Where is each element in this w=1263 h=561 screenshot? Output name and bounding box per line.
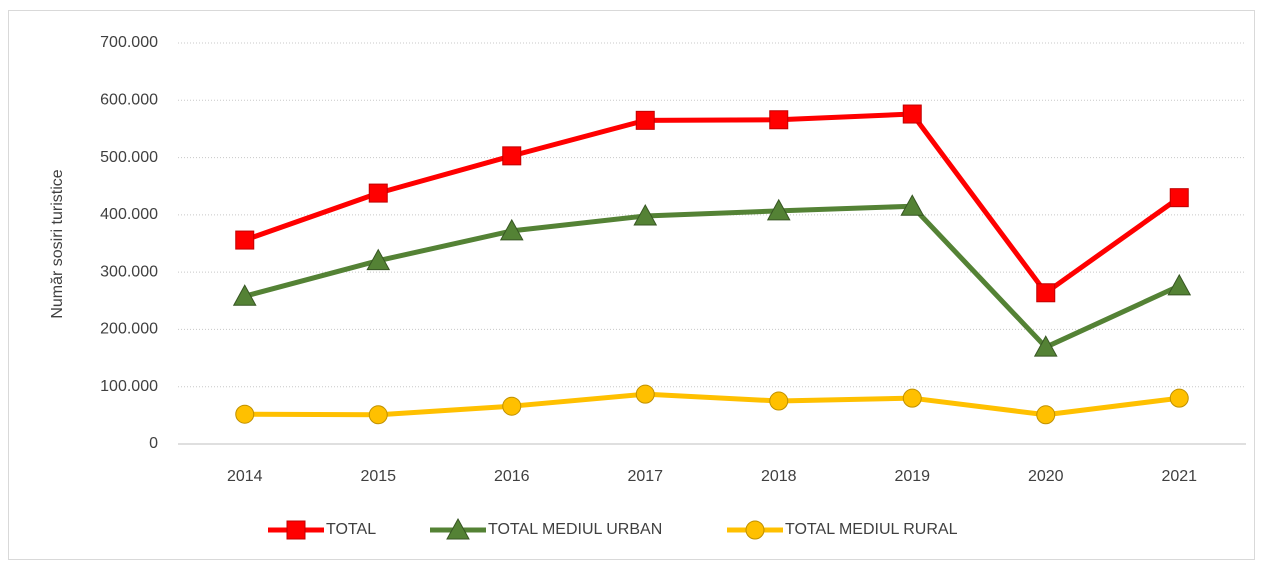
series-line xyxy=(244,203,1181,350)
legend-label: TOTAL MEDIUL URBAN xyxy=(488,521,662,538)
y-tick-label: 400.000 xyxy=(100,206,158,223)
data-point xyxy=(902,104,922,124)
data-point xyxy=(1036,283,1056,303)
data-point xyxy=(1036,405,1056,425)
y-tick-label: 200.000 xyxy=(100,321,158,338)
data-point xyxy=(368,183,388,203)
x-tick-label: 2020 xyxy=(1028,468,1064,485)
x-tick-label: 2015 xyxy=(360,468,396,485)
data-point xyxy=(366,248,391,271)
data-point xyxy=(235,404,255,424)
legend-label: TOTAL MEDIUL RURAL xyxy=(785,521,958,538)
data-point xyxy=(232,284,257,306)
legend-marker xyxy=(745,520,765,540)
data-point xyxy=(1167,273,1192,296)
x-tick-label: 2016 xyxy=(494,468,530,485)
data-point xyxy=(635,384,655,404)
y-tick-label: 300.000 xyxy=(100,263,158,280)
y-tick-label: 600.000 xyxy=(100,92,158,109)
legend-label: TOTAL xyxy=(326,521,376,538)
data-point xyxy=(769,391,789,411)
legend-marker xyxy=(286,520,306,540)
data-point xyxy=(635,110,655,130)
legend-marker xyxy=(446,517,470,540)
x-tick-label: 2014 xyxy=(227,468,263,485)
series-line xyxy=(244,391,1180,418)
data-point xyxy=(502,146,522,166)
data-point xyxy=(1169,188,1189,208)
data-point xyxy=(502,396,522,416)
data-point xyxy=(902,388,922,408)
y-tick-label: 100.000 xyxy=(100,378,158,395)
y-axis-label: Număr sosiri turistice xyxy=(49,169,66,318)
y-tick-label: 500.000 xyxy=(100,149,158,166)
x-tick-label: 2019 xyxy=(894,468,930,485)
data-point xyxy=(499,218,524,241)
data-point xyxy=(633,203,658,226)
data-point xyxy=(1169,388,1189,408)
y-tick-label: 0 xyxy=(149,435,158,452)
x-tick-label: 2017 xyxy=(627,468,663,485)
data-point xyxy=(1033,335,1058,357)
data-point xyxy=(900,194,925,216)
y-tick-label: 700.000 xyxy=(100,34,158,51)
data-point xyxy=(766,198,791,221)
data-point xyxy=(769,110,789,130)
x-tick-label: 2018 xyxy=(761,468,797,485)
x-tick-label: 2021 xyxy=(1161,468,1197,485)
data-point xyxy=(235,230,255,250)
data-point xyxy=(368,405,388,425)
series-line xyxy=(243,111,1181,296)
